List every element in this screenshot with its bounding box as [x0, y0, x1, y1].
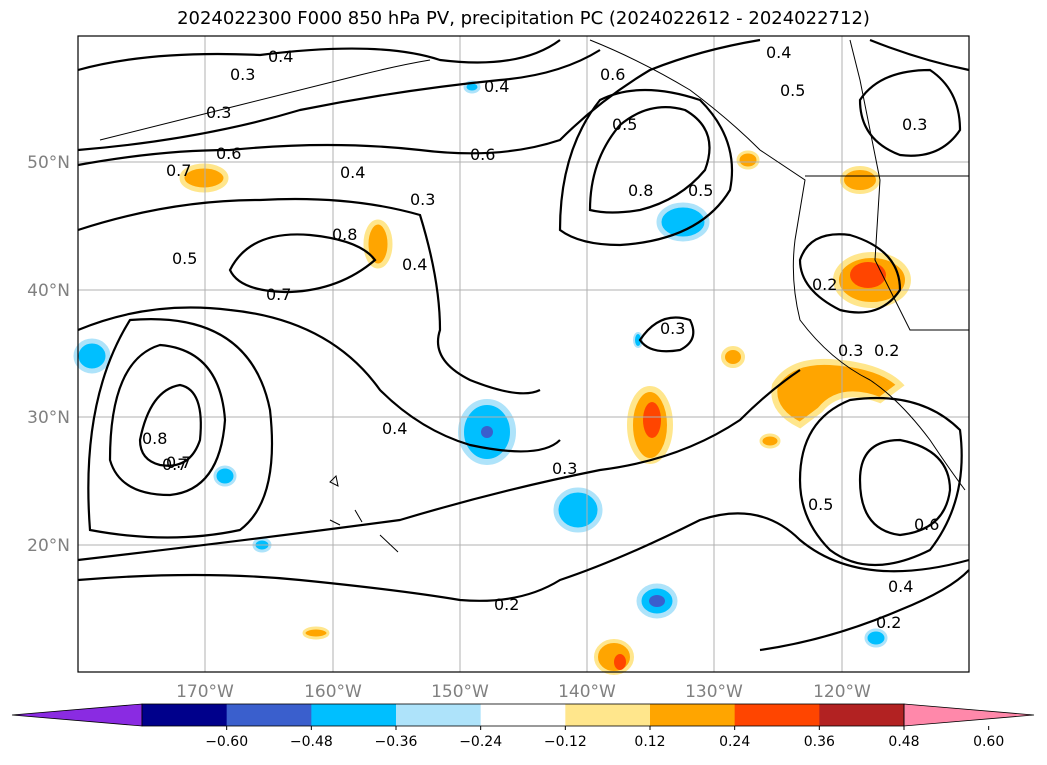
contour-label: 0.6 [600, 65, 625, 84]
colorbar-tick-label: 0.60 [973, 734, 1004, 750]
colorbar-tick-label: −0.36 [375, 734, 418, 750]
contour-label: 0.3 [660, 319, 685, 338]
lon-tick-label: 170°W [176, 682, 234, 702]
contour-label: 0.2 [812, 275, 837, 294]
colorbar-bin [819, 704, 905, 726]
contour-label: 0.8 [628, 181, 653, 200]
colorbar: −0.60 −0.48 −0.36 −0.24 −0.12 0.12 0.24 0.36 0.4… [11, 703, 1035, 750]
colorbar-bin [226, 704, 312, 726]
colorbar-bin [396, 704, 482, 726]
contour-label: 0.5 [612, 115, 637, 134]
contour-label: 0.3 [902, 115, 927, 134]
lon-tick-label: 120°W [813, 682, 871, 702]
latitude-ticks: 50°N 40°N 30°N 20°N [27, 153, 70, 556]
pv-contours [77, 38, 970, 652]
contour-label: 0.5 [808, 495, 833, 514]
contour-label: 0.3 [206, 103, 231, 122]
colorbar-tick-label: 0.48 [888, 734, 919, 750]
coastlines [99, 39, 969, 553]
contour-label: 0.5 [780, 81, 805, 100]
lat-tick-label: 30°N [27, 408, 70, 428]
contour-label: 0.8 [332, 225, 357, 244]
colorbar-tick-label: −0.48 [290, 734, 333, 750]
colorbar-extend-max [903, 703, 1035, 727]
longitude-ticks: 170°W 160°W 150°W 140°W 130°W 120°W [176, 682, 871, 702]
contour-label: 0.6 [470, 145, 495, 164]
contour-label: 0.4 [766, 43, 791, 62]
contour-label: 0.4 [382, 419, 407, 438]
contour-label: 0.6 [914, 515, 939, 534]
contour-label: 0.3 [838, 341, 863, 360]
lon-tick-label: 160°W [304, 682, 362, 702]
contour-label: 0.4 [340, 163, 365, 182]
lon-tick-label: 140°W [558, 682, 616, 702]
lon-tick-label: 150°W [431, 682, 489, 702]
contour-label: 0.2 [876, 613, 901, 632]
colorbar-tick-label: −0.24 [459, 734, 502, 750]
graticule [78, 36, 969, 672]
contour-label: 0.7 [166, 453, 191, 472]
colorbar-tick-label: 0.36 [804, 734, 835, 750]
contour-label: 0.3 [552, 459, 577, 478]
contour-label: 0.3 [410, 190, 435, 209]
colorbar-tick-label: 0.12 [634, 734, 665, 750]
colorbar-bin [311, 704, 397, 726]
contour-label: 0.7 [162, 455, 187, 474]
contour-label: 0.6 [216, 144, 241, 163]
contour-label: 0.8 [142, 429, 167, 448]
lat-tick-label: 40°N [27, 281, 70, 301]
contour-label: 0.4 [484, 77, 509, 96]
colorbar-bin [480, 704, 566, 726]
colorbar-extend-min [11, 703, 143, 727]
colorbar-bin [142, 704, 228, 726]
lat-tick-label: 20°N [27, 536, 70, 556]
contour-label: 0.5 [688, 181, 713, 200]
lon-tick-label: 130°W [685, 682, 743, 702]
colorbar-tick-label: −0.12 [544, 734, 587, 750]
colorbar-bin [734, 704, 820, 726]
contour-label: 0.5 [172, 249, 197, 268]
colorbar-bin [565, 704, 651, 726]
contour-label: 0.4 [268, 47, 293, 66]
contour-label: 0.7 [266, 285, 291, 304]
map-title: 2024022300 F000 850 hPa PV, precipitatio… [177, 8, 870, 29]
map-frame [77, 35, 970, 673]
colorbar-tick-label: −0.60 [205, 734, 248, 750]
contour-label: 0.3 [230, 65, 255, 84]
contour-label: 0.4 [402, 255, 427, 274]
contour-label: 0.2 [494, 595, 519, 614]
contour-label: 0.4 [888, 577, 913, 596]
colorbar-tick-label: 0.24 [719, 734, 750, 750]
contour-label-group: 0.3 0.4 0.4 0.6 0.4 0.4 0.3 0.5 0.5 0.3 … [142, 43, 939, 632]
colorbar-outline [141, 703, 905, 727]
colorbar-bin [650, 704, 736, 726]
lat-tick-label: 50°N [27, 153, 70, 173]
precip-shading [73, 80, 911, 675]
contour-label: 0.7 [166, 161, 191, 180]
contour-label: 0.2 [874, 341, 899, 360]
